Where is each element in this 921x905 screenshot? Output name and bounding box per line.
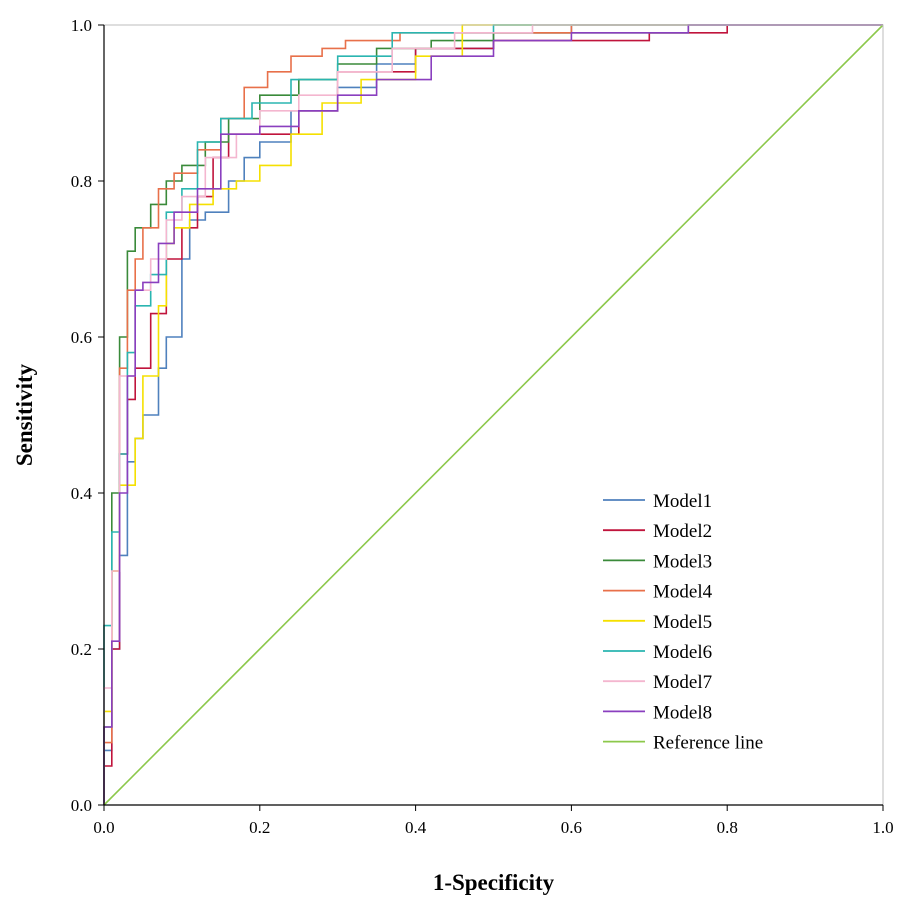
y-tick-label: 0.4 <box>71 484 93 503</box>
x-tick-label: 0.4 <box>405 818 427 837</box>
y-tick-label: 0.6 <box>71 328 92 347</box>
legend-label: Model2 <box>653 521 712 542</box>
legend-label: Model7 <box>653 672 712 693</box>
y-tick-label: 0.2 <box>71 640 92 659</box>
legend: Model1 Model2 Model3 Model4 Model5 Model6 Mode… <box>603 491 763 754</box>
x-tick-label: 1.0 <box>872 818 893 837</box>
x-tick-label: 0.8 <box>717 818 738 837</box>
legend-label: Reference line <box>653 733 763 754</box>
legend-label: Model8 <box>653 702 712 723</box>
legend-label: Model1 <box>653 491 712 512</box>
legend-label: Model4 <box>653 582 713 603</box>
y-tick-label: 1.0 <box>71 16 92 35</box>
y-axis-title: Sensitivity <box>12 363 37 466</box>
x-tick-label: 0.2 <box>249 818 270 837</box>
series-line-reference-line <box>103 24 884 806</box>
x-axis-title: 1-Specificity <box>433 870 555 895</box>
legend-label: Model3 <box>653 551 712 572</box>
y-tick-label: 0.0 <box>71 796 92 815</box>
series-line-model8 <box>103 24 883 805</box>
x-tick-label: 0.0 <box>93 818 114 837</box>
y-tick-label: 0.8 <box>71 172 92 191</box>
legend-label: Model5 <box>653 612 712 633</box>
axes: 0.0 0.2 0.4 0.6 0.8 1.0 0.0 0.2 0.4 0.6 0.8 1.0 <box>71 16 894 837</box>
legend-label: Model6 <box>653 642 712 663</box>
plot-area <box>103 24 884 806</box>
x-tick-label: 0.6 <box>561 818 582 837</box>
